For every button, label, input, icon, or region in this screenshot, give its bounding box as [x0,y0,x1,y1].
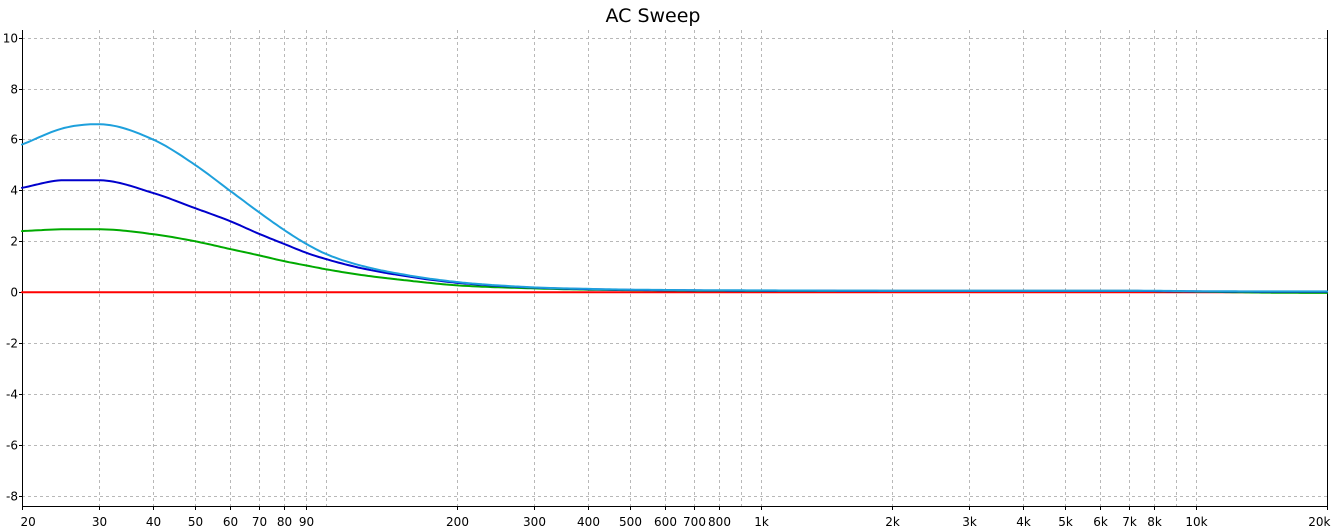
grid [22,30,1327,506]
x-tick-label: 600 [654,515,677,529]
x-tick-label: 800 [708,515,731,529]
x-tick-label: 3k [962,515,977,529]
x-tick-label: 70 [252,515,267,529]
y-tick-label: -8 [6,490,18,504]
x-tick-label: 80 [277,515,292,529]
x-tick-label: 20 [21,515,36,529]
y-tick-label: 6 [10,133,18,147]
x-tick-label: 30 [92,515,107,529]
series-lines [21,123,1328,294]
y-tick-label: 8 [10,83,18,97]
x-tick-label: 700 [683,515,706,529]
series-line-4 [21,123,1328,293]
series-line-3 [21,179,1328,293]
x-tick-label: 400 [577,515,600,529]
x-tick-label: 1k [754,515,769,529]
y-tick-label: 0 [10,286,18,300]
axes [19,30,1328,510]
x-tick-label: 5k [1058,515,1073,529]
y-tick-label: -6 [6,439,18,453]
x-tick-label: 500 [619,515,642,529]
x-tick-label: 300 [523,515,546,529]
y-tick-label: 2 [10,235,18,249]
y-tick-label: 4 [10,184,18,198]
x-tick-label: 200 [446,515,469,529]
x-tick-label: 60 [223,515,238,529]
x-tick-label: 8k [1147,515,1162,529]
x-tick-label: 6k [1093,515,1108,529]
x-tick-label: 20k [1308,515,1330,529]
y-tick-label: -4 [6,388,18,402]
y-tick-label: 10 [3,32,18,46]
series-line-2 [21,228,1328,294]
y-tick-label: -2 [6,337,18,351]
x-tick-label: 10k [1185,515,1207,529]
x-tick-label: 90 [299,515,314,529]
x-tick-label: 50 [188,515,203,529]
x-tick-label: 2k [885,515,900,529]
x-tick-label: 40 [146,515,161,529]
x-tick-label: 7k [1122,515,1137,529]
chart-title: AC Sweep [605,5,700,27]
x-tick-label: 4k [1016,515,1031,529]
